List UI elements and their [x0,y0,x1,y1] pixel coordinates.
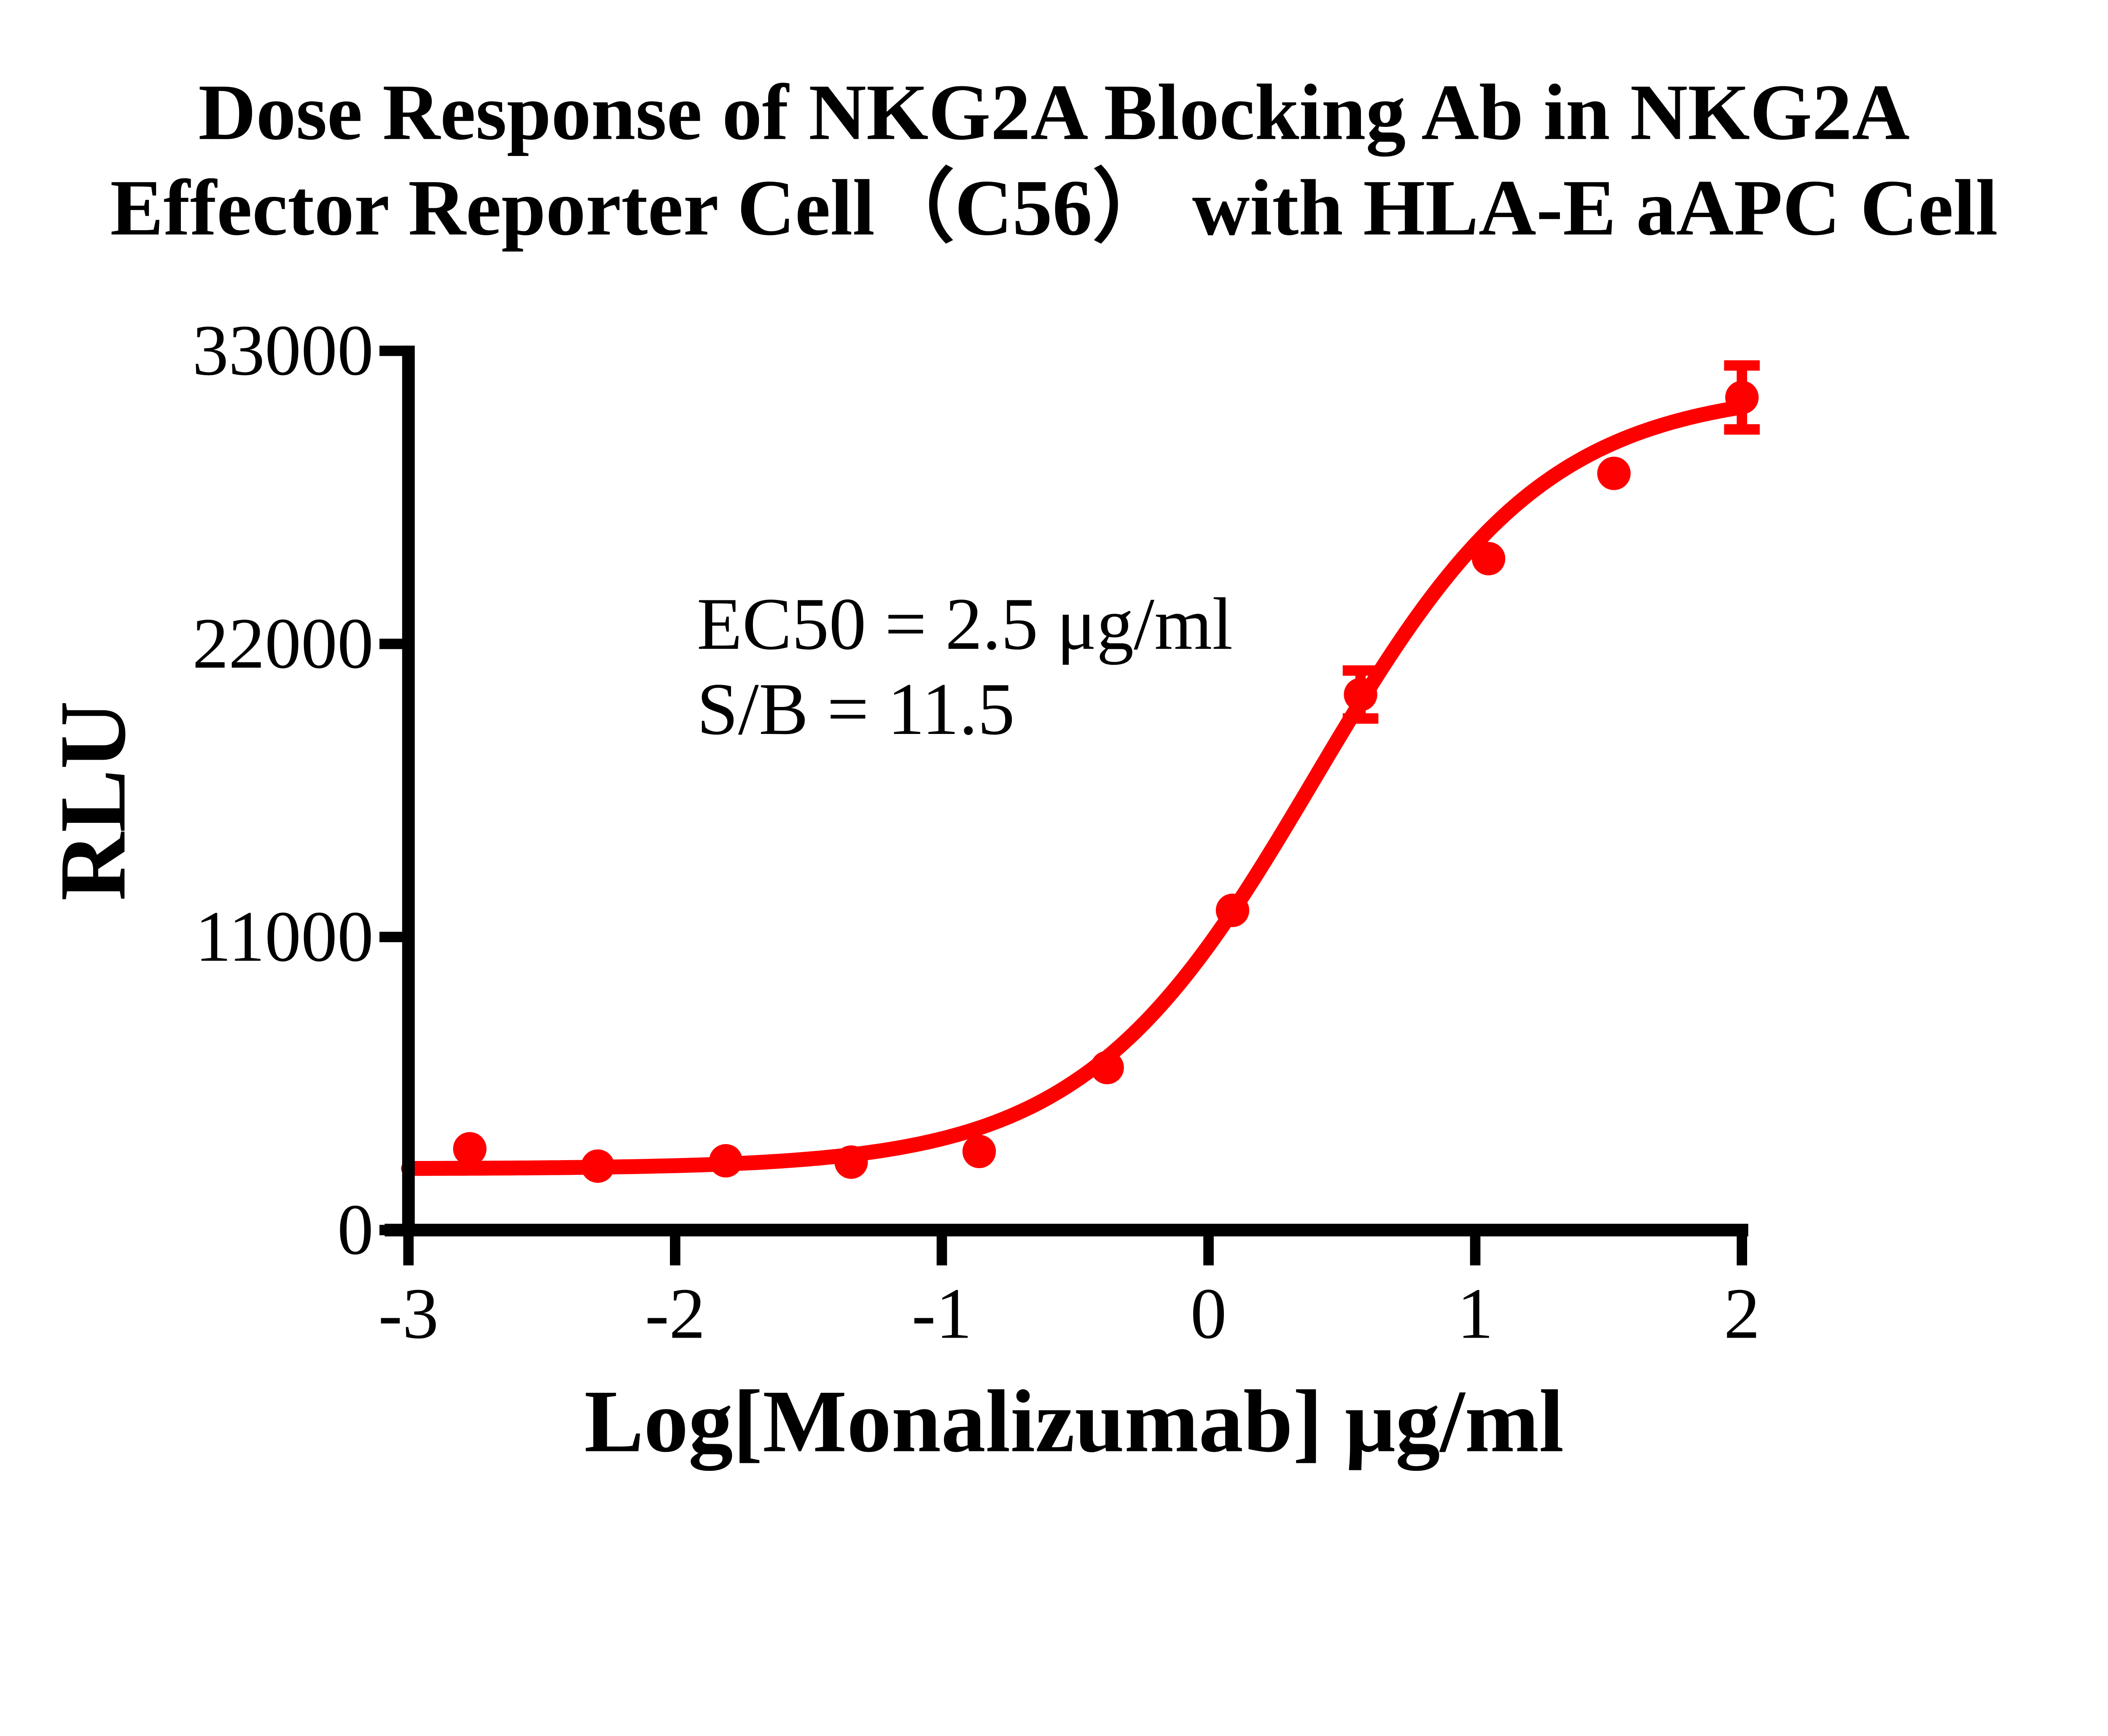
y-tick-label: 22000 [192,604,374,684]
y-tick-label: 33000 [192,311,374,391]
chart-title-line-2: Effector Reporter Cell（C56） with HLA-E a… [110,163,1998,252]
annotation-ec50: EC50 = 2.5 μg/ml [697,583,1233,665]
y-tick-label: 0 [337,1190,374,1270]
chart-title-line-1: Dose Response of NKG2A Blocking Ab in NK… [198,68,1909,157]
data-point [1344,677,1377,712]
x-tick-label: 2 [1724,1274,1760,1354]
data-point [1725,381,1759,414]
x-tick-label: -1 [911,1274,972,1354]
data-point [1090,1051,1124,1084]
x-tick-label: -3 [378,1274,438,1354]
y-tick-label: 11000 [195,897,374,977]
plot-area: 0 11000 22000 33000 -3 -2 -1 0 1 2 [192,311,1760,1354]
data-point [709,1144,743,1178]
data-point [1215,893,1250,927]
data-point [834,1145,868,1179]
y-axis-label: RLU [40,701,145,901]
x-tick-label: 1 [1457,1274,1493,1354]
data-point [453,1132,487,1166]
dose-response-chart: Dose Response of NKG2A Blocking Ab in NK… [40,67,1998,1471]
data-point [962,1134,996,1169]
figure-page: Dose Response of NKG2A Blocking Ab in NK… [40,67,1998,1471]
data-point [1472,542,1506,575]
fit-curve [401,400,1750,1176]
data-point [581,1149,615,1183]
x-tick-label: 0 [1191,1274,1227,1354]
x-axis-label: Log[Monalizumab] μg/ml [584,1371,1564,1471]
data-point [1597,457,1631,490]
x-tick-label: -2 [645,1274,705,1354]
annotation-signal-background: S/B = 11.5 [697,668,1015,750]
